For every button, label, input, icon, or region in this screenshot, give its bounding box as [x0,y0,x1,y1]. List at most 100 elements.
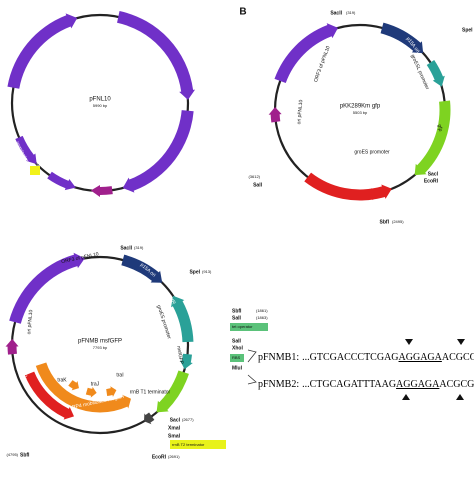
plasmid-name: pFNL10 [89,97,111,103]
feature-arrow [171,295,194,343]
feature-arrow [414,100,451,176]
sequence: pFNMB1:...GTCGACCCTCGAGAGGAGAACGCGTA [258,352,474,363]
label: traJ [91,381,100,387]
restriction-site: RBS [232,355,241,360]
restriction-site: (2495) [392,219,404,224]
feature-arrow [274,23,339,83]
restriction-site: EcoRI [152,454,167,460]
feature-arrow [122,110,194,193]
label: traK [57,377,67,383]
feature-arrow [180,353,193,370]
restriction-site: SbfI [20,452,30,458]
label: ORF 5 [74,177,90,188]
label: groES promoter [354,149,390,155]
label: repA [317,81,328,94]
feature-arrow [362,188,381,201]
plasmid-size: 5990 bp [93,103,108,108]
feature-arrow [85,386,97,398]
feature-arrow [121,254,163,283]
feature-arrow [24,371,75,420]
restriction-site: SmaI [168,433,181,439]
feature-arrow [268,107,282,123]
feature-arrow [9,252,85,324]
sequence-name: pFNMB2: [258,379,299,390]
feature-arrow [426,59,445,87]
rbs: AGGAGA [396,379,440,390]
feature-arrow [15,135,37,165]
feature-arrow [68,380,79,391]
restriction-site: rrnB T2 terminator [172,442,205,447]
label: gfp [436,124,443,132]
feature-arrow [35,362,132,413]
restriction-site: SbfI [232,308,242,314]
restriction-site: SpeI [189,269,200,275]
plasmid-name: pKK289Km gfp [340,104,381,110]
marker [402,394,410,400]
feature-arrow [156,370,189,413]
restriction-site: SalI [232,338,242,344]
restriction-site: XmaI [168,425,181,431]
restriction-site: SbfI [380,219,390,225]
restriction-site: SpeI [462,27,473,33]
feature-arrow [106,386,117,397]
sequence-prefix: ...CTGCAGATTTAAG [302,379,396,390]
restriction-site: (2677) [182,417,194,422]
feature-arrow [90,185,113,197]
restriction-site: (319) [346,10,356,15]
plasmid-size: 5503 bp [353,110,368,115]
restriction-site: XhoI [232,345,243,351]
restriction-site: (4795) [6,452,18,457]
marker [405,339,413,345]
sequence-name: pFNMB1: [258,352,299,363]
restriction-site: SalI [253,182,263,188]
label: msfGFP [175,346,184,366]
restriction-site: (1861) [256,308,268,313]
label: ORF3 [43,61,55,76]
label: rrnB T1 terminator [130,389,171,395]
restriction-site: (3612) [248,174,260,179]
rbs: AGGAGA [399,352,443,363]
restriction-site: SacII [330,10,342,16]
label: Km [326,173,335,181]
marker [456,394,464,400]
marker [457,339,465,345]
restriction-site: SacI [428,171,439,177]
label: ori pFNL10 [26,309,34,334]
sequence: pFNMB2:...CTGCAGATTTAAGAGGAGAACGCGT [258,379,474,390]
restriction-site: SacII [120,245,132,251]
restriction-site: tet operator [232,324,253,329]
label: tetR [167,295,177,306]
feature-arrow [117,11,196,100]
restriction-site: SalI [232,315,242,321]
restriction-site: (319) [134,245,144,250]
label: ori pFNL10 [296,99,304,124]
label: repA [43,283,54,296]
plasmid-name: pFNMB msfGFP [78,339,122,345]
label: traI [116,372,123,378]
feature-arrow [380,22,424,54]
sequence-prefix: ...GTCGACCCTCGAG [302,352,398,363]
terminator-box [170,440,226,449]
feature-arrow [7,13,78,89]
restriction-site: SacI [170,417,181,423]
rbs-box [230,354,244,362]
restriction-site: (913) [202,269,212,274]
tet-operator-box [230,323,268,331]
restriction-site: (1863) [256,315,268,320]
sequence-suffix: ACGCGTA [442,352,474,363]
feature-arrow [47,171,76,191]
terminator-box [30,166,40,175]
restriction-site: EcoRI [424,178,439,184]
label: ori pFNL10 [87,168,113,177]
restriction-site: (2691) [168,454,180,459]
restriction-site: MluI [232,365,243,371]
plasmid-size: 7793 bp [93,345,108,350]
label: repA [144,132,156,144]
feature-arrow [5,338,19,355]
label: Km [22,371,30,380]
feature-arrow [144,412,155,425]
sequence-suffix: ACGCGT [439,379,474,390]
panel-letter: B [239,7,246,18]
